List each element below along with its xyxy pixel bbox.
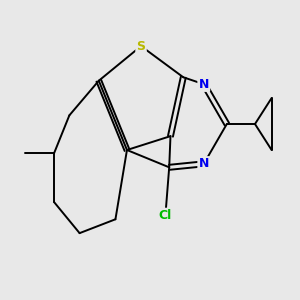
Text: N: N [199,78,209,91]
Text: S: S [136,40,146,52]
Text: N: N [199,158,209,170]
Text: Cl: Cl [159,209,172,222]
